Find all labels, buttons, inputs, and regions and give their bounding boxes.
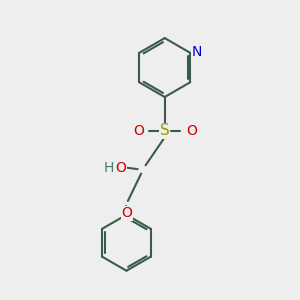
Text: O: O [133, 124, 144, 138]
Text: O: O [122, 206, 133, 220]
Text: O: O [116, 161, 127, 175]
Text: O: O [186, 124, 197, 138]
Text: N: N [191, 45, 202, 59]
Text: S: S [160, 123, 169, 138]
Text: H: H [103, 161, 114, 175]
